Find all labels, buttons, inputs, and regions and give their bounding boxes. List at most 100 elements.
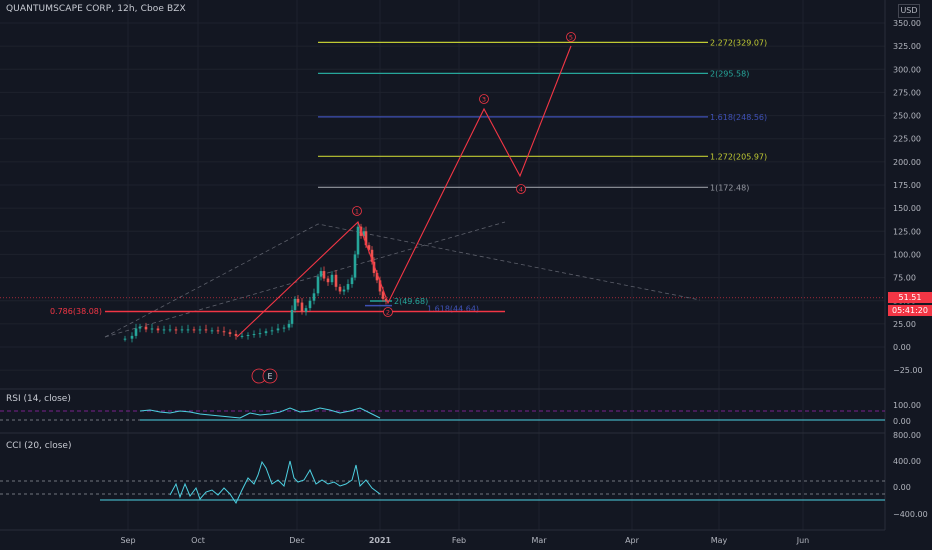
candle-body: [326, 278, 330, 283]
candle-body: [319, 271, 323, 277]
projection-trendline: [104, 221, 506, 338]
rsi-tick-label: 100.00: [893, 401, 921, 410]
symbol-title[interactable]: QUANTUMSCAPE CORP, 12h, Cboe BZX: [6, 4, 186, 14]
candle-body: [312, 293, 316, 301]
candle-body: [293, 298, 297, 310]
candle-body: [375, 272, 379, 281]
fib-level-label: 1.272(205.97): [710, 152, 767, 161]
candle-body: [198, 329, 202, 331]
cci-line: [169, 460, 381, 505]
projection-channel: [104, 223, 701, 338]
earnings-event-marker[interactable]: [262, 368, 278, 384]
candle-body: [322, 271, 326, 279]
wave-label-text: 1: [355, 208, 359, 216]
candle-body: [330, 274, 334, 283]
candle-body: [342, 289, 346, 292]
candle-body: [353, 254, 357, 278]
candle-body: [180, 329, 184, 331]
candle-body: [246, 334, 250, 336]
candle-body: [276, 328, 280, 331]
time-tick-label: Dec: [289, 536, 304, 545]
price-tick-label: 225.00: [893, 135, 921, 144]
fib-level-label: 2(49.68): [394, 297, 428, 306]
price-tick-label: 250.00: [893, 112, 921, 121]
candle-body: [168, 329, 172, 331]
fib-level-label: 2(295.58): [710, 69, 749, 78]
candle-body: [228, 332, 232, 335]
candle-body: [130, 335, 134, 339]
cci-tick-label: 0.00: [893, 483, 911, 492]
wave-label-text: 2: [386, 309, 390, 317]
time-tick-label: Sep: [120, 536, 135, 545]
candle-body: [138, 326, 142, 329]
candle-body: [264, 331, 268, 334]
currency-badge[interactable]: USD: [898, 4, 920, 18]
candle-body: [162, 329, 166, 331]
cci-tick-label: 800.00: [893, 431, 921, 440]
candle-body: [258, 333, 262, 335]
candle-body: [252, 334, 256, 336]
time-tick-label: Feb: [452, 536, 466, 545]
candle-body: [192, 329, 196, 331]
time-tick-label: 2021: [369, 536, 392, 545]
candle-body: [296, 298, 300, 303]
candle-body: [370, 249, 374, 262]
event-marker-label: E: [267, 372, 272, 381]
candle-body: [240, 335, 244, 337]
candle-body: [364, 231, 368, 246]
price-tick-label: 125.00: [893, 227, 921, 236]
cci-legend[interactable]: CCI (20, close): [6, 441, 72, 451]
candle-body: [346, 284, 350, 290]
price-tick-label: 75.00: [893, 274, 916, 283]
price-tick-label: 25.00: [893, 320, 916, 329]
time-tick-label: May: [711, 536, 728, 545]
candle-body: [304, 308, 308, 312]
bar-countdown-tag: 05:41:20: [888, 305, 932, 316]
price-tick-label: 200.00: [893, 158, 921, 167]
wave-label-text: 5: [569, 34, 573, 42]
candle-body: [290, 309, 294, 324]
price-tick-label: 100.00: [893, 250, 921, 259]
candle-body: [362, 231, 366, 236]
wave-label-circle[interactable]: [352, 206, 362, 216]
elliott-wave-path[interactable]: [236, 45, 572, 338]
candle-body: [287, 323, 291, 328]
time-tick-label: Oct: [191, 536, 205, 545]
candle-body: [356, 226, 360, 255]
candle-body: [282, 327, 286, 329]
candle-body: [210, 330, 214, 332]
price-tick-label: 300.00: [893, 65, 921, 74]
cci-tick-label: −400.00: [893, 510, 928, 519]
candle-body: [174, 329, 178, 331]
candle-body: [367, 245, 371, 250]
rsi-legend[interactable]: RSI (14, close): [6, 394, 71, 404]
candle-body: [350, 277, 354, 285]
wave-label-text: 4: [519, 186, 523, 194]
price-tick-label: −25.00: [893, 366, 923, 375]
candle-body: [234, 334, 238, 336]
wave-label-circle[interactable]: [479, 94, 489, 104]
fib-level-label: 1.618(44.64): [427, 305, 479, 314]
retracement-label: 0.786(38.08): [50, 307, 102, 316]
time-tick-label: Apr: [625, 536, 640, 545]
candle-body: [384, 298, 388, 301]
candle-body: [156, 328, 160, 331]
candle-body: [186, 329, 190, 331]
candle-body: [150, 328, 154, 330]
wave-label-text: 3: [482, 96, 486, 104]
candle-body: [372, 261, 376, 273]
price-tick-label: 175.00: [893, 181, 921, 190]
candle-body: [381, 291, 385, 299]
candle-body: [123, 338, 127, 340]
candle-body: [270, 330, 274, 332]
price-tick-label: 325.00: [893, 42, 921, 51]
candle-body: [338, 286, 342, 292]
candle-body: [144, 326, 148, 330]
wave-label-circle[interactable]: [516, 184, 526, 194]
cci-tick-label: 400.00: [893, 457, 921, 466]
wave-label-circle[interactable]: [566, 32, 576, 42]
last-price-tag: 51.51: [888, 292, 932, 303]
wave-label-circle[interactable]: [383, 307, 393, 317]
candle-body: [216, 330, 220, 332]
